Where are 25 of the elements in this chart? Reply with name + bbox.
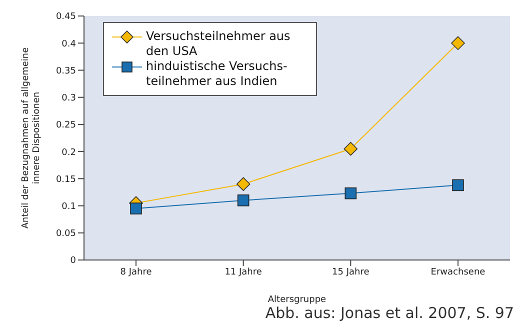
point [451,36,465,50]
y-tick-label: 0.35 [56,66,76,76]
y-axis-title: Anteil der Bezugnahmen auf allgemeine innere Dispositionen [21,46,42,229]
x-axis-title: Altersgruppe [268,295,327,305]
y-tick-label: 0.15 [56,174,76,185]
text: Abb. aus: Jonas et al. 2007, S. 97 [264,304,514,322]
y-tick-label: 0.45 [56,12,76,22]
point [236,177,250,191]
point [344,187,357,200]
y-tick-label: 0.4 [62,39,76,50]
y-tick-label: 0.25 [56,120,76,131]
y-tick-label: 0.05 [56,229,76,240]
point [237,194,250,206]
x-tick-label: 15 Jahre [332,267,370,278]
point [130,202,142,214]
x-tick-label: 11 Jahre [224,267,262,278]
y-tick-label: 0.3 [62,94,76,104]
x-tick-label: Erwachsene [430,267,486,278]
y-tick-label: 0.1 [62,202,76,212]
point [344,142,358,156]
point [452,179,464,192]
y-tick-label: 0 [70,256,76,266]
y-tick-label: 0.2 [62,148,76,158]
x-tick-label: 8 Jahre [120,267,152,278]
legend-label: hinduistische Versuchs-teilnehmer aus Indien [146,59,288,89]
